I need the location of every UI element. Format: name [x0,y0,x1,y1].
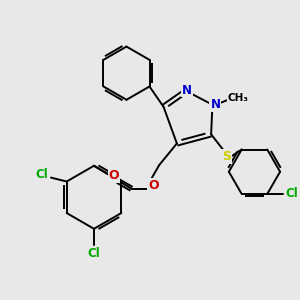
Text: CH₃: CH₃ [227,93,248,103]
Text: Cl: Cl [286,188,298,200]
Text: N: N [210,98,220,111]
Text: N: N [182,83,192,97]
Text: S: S [222,151,231,164]
Text: O: O [148,179,159,192]
Text: Cl: Cl [88,247,100,260]
Text: Cl: Cl [36,168,48,181]
Text: O: O [109,169,119,182]
